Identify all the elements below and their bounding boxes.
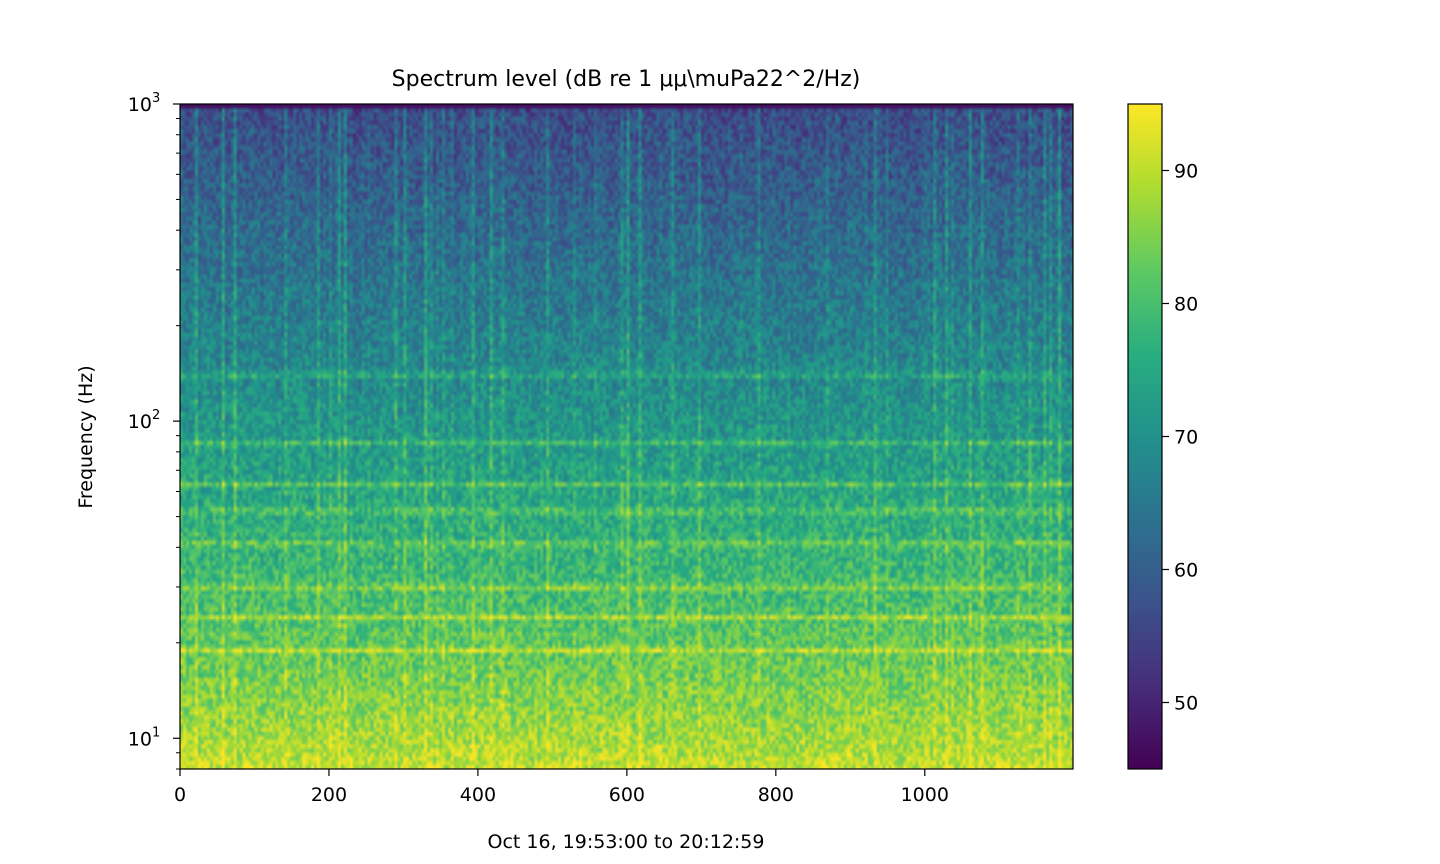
chart-title: Spectrum level (dB re 1 μμ\muPa22^2/Hz) bbox=[392, 67, 861, 92]
x-tick-label: 800 bbox=[758, 784, 794, 806]
spectrogram-heatmap bbox=[180, 104, 1073, 769]
x-tick-label: 1000 bbox=[901, 784, 949, 806]
y-axis-label: Frequency (Hz) bbox=[75, 365, 97, 508]
x-tick-label: 600 bbox=[609, 784, 645, 806]
y-tick-label: 103 bbox=[128, 91, 160, 116]
x-tick-label: 0 bbox=[174, 784, 186, 806]
x-axis-label: Oct 16, 19:53:00 to 20:12:59 bbox=[488, 831, 765, 853]
x-tick-label: 200 bbox=[311, 784, 347, 806]
y-tick-label: 101 bbox=[128, 725, 160, 750]
colorbar-axis: 50 60 70 80 90 bbox=[1162, 161, 1198, 715]
spectrogram-image bbox=[180, 104, 1073, 769]
y-tick-label: 102 bbox=[128, 408, 160, 433]
colorbar-tick-label: 70 bbox=[1174, 427, 1198, 449]
y-axis: 101 102 103 bbox=[128, 91, 180, 770]
x-tick-label: 400 bbox=[460, 784, 496, 806]
colorbar-tick-label: 60 bbox=[1174, 560, 1198, 582]
colorbar-tick-label: 50 bbox=[1174, 693, 1198, 715]
x-axis: 0 200 400 600 800 1000 bbox=[174, 769, 949, 806]
colorbar-tick-label: 90 bbox=[1174, 161, 1198, 183]
colorbar bbox=[1127, 103, 1163, 770]
colorbar-tick-label: 80 bbox=[1174, 294, 1198, 316]
